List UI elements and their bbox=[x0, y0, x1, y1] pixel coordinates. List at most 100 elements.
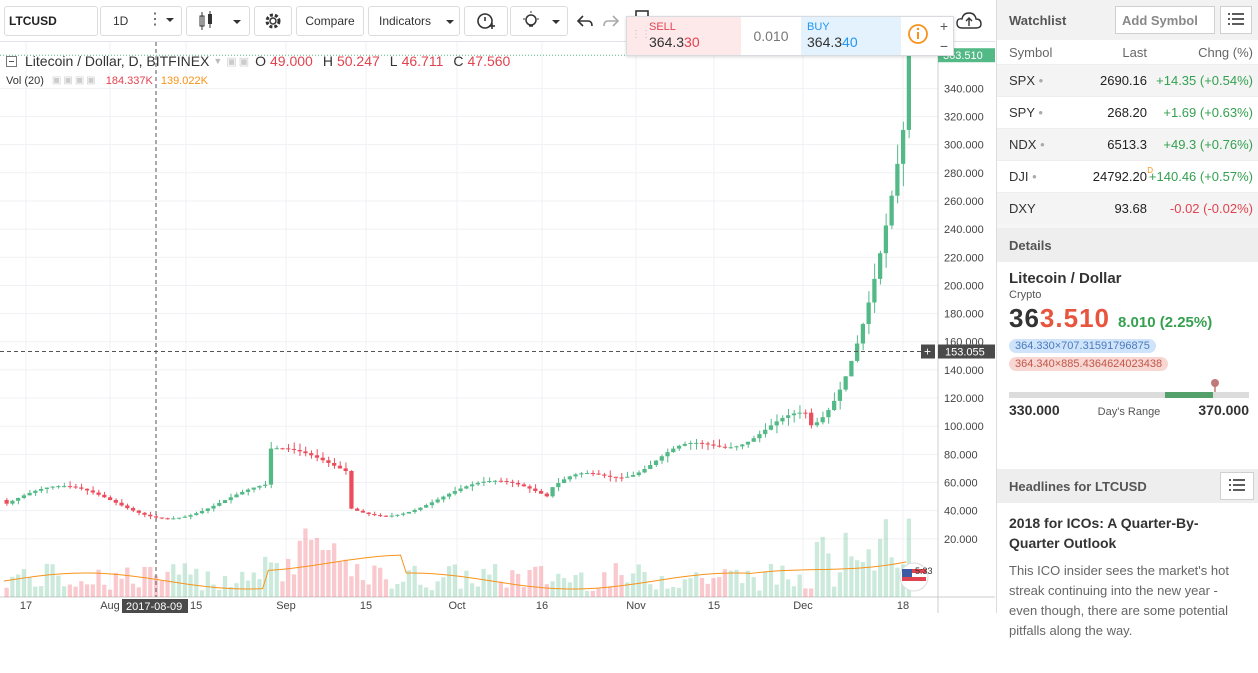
row-change: -0.02 (-0.02%) bbox=[1169, 201, 1253, 216]
days-range-bar bbox=[1009, 379, 1249, 398]
candle-body bbox=[291, 448, 297, 450]
candle-body bbox=[136, 510, 141, 513]
candle-body bbox=[774, 421, 779, 426]
candle-body bbox=[412, 509, 417, 512]
plus-icon[interactable]: + bbox=[924, 345, 931, 359]
time-axis-label: Aug bbox=[100, 600, 120, 612]
drag-handle-icon[interactable]: ⋮⋮ bbox=[631, 29, 651, 40]
col-last[interactable]: Last bbox=[1122, 44, 1147, 60]
list-icon bbox=[1229, 478, 1245, 494]
headlines-menu-button[interactable] bbox=[1220, 472, 1254, 500]
row-symbol: DJI • bbox=[997, 169, 1073, 184]
watchlist-row[interactable]: SPY • 268.20 +1.69 (+0.63%) bbox=[997, 96, 1258, 128]
bid-pill: 364.330×707.31591796875 bbox=[1009, 339, 1156, 353]
watchlist-rows: SPX • 2690.16 +14.35 (+0.54%) SPY • 268.… bbox=[997, 64, 1258, 224]
candle-body bbox=[171, 518, 176, 520]
candle-body bbox=[745, 441, 751, 445]
interval-selector[interactable]: 1D ⋮ bbox=[100, 6, 182, 36]
undo-button[interactable] bbox=[572, 6, 598, 36]
row-last: 2690.16 bbox=[1100, 73, 1147, 88]
volume-bar bbox=[61, 586, 67, 597]
chevron-down-icon[interactable] bbox=[232, 17, 242, 27]
col-symbol[interactable]: Symbol bbox=[1009, 44, 1053, 60]
candle-body bbox=[10, 500, 15, 504]
details-header[interactable]: Details bbox=[997, 228, 1258, 262]
volume-bar bbox=[113, 572, 118, 597]
info-button[interactable] bbox=[901, 17, 935, 55]
col-change[interactable]: Chng (%) bbox=[1198, 44, 1253, 60]
volume-bar bbox=[136, 587, 141, 597]
collapse-legend-icon[interactable] bbox=[6, 55, 17, 67]
crosshair-plus-button[interactable] bbox=[921, 344, 935, 359]
candle-body bbox=[349, 471, 354, 509]
candle-body bbox=[475, 482, 480, 485]
chevron-down-icon[interactable] bbox=[165, 15, 175, 25]
alert-menu-button[interactable] bbox=[510, 6, 568, 36]
indicators-label: Indicators bbox=[379, 14, 432, 28]
volume-bar bbox=[550, 581, 555, 597]
redo-button[interactable] bbox=[598, 6, 624, 36]
volume-bar bbox=[96, 569, 101, 597]
zoom-in-button[interactable]: + bbox=[939, 18, 949, 34]
legend-action-icons[interactable]: ▣▣ bbox=[226, 55, 252, 68]
candle-body bbox=[343, 468, 348, 472]
volume-bar bbox=[837, 572, 843, 597]
series-chevron-icon[interactable]: ▼ bbox=[213, 56, 223, 66]
volume-bar bbox=[757, 590, 762, 597]
volume-ma-value: 139.022K bbox=[160, 75, 208, 87]
volume-bar bbox=[309, 539, 314, 597]
settings-button[interactable] bbox=[254, 6, 292, 36]
candle-body bbox=[469, 484, 475, 487]
price-axis-label: 20.000 bbox=[944, 534, 978, 546]
watchlist-row[interactable]: DXY 93.68 -0.02 (-0.02%) bbox=[997, 192, 1258, 224]
volume-legend-icons[interactable]: ▣▣▣▣ bbox=[51, 75, 98, 86]
alert-button[interactable] bbox=[464, 6, 508, 36]
candle-body bbox=[424, 505, 429, 508]
last-price-main: 36 bbox=[1009, 303, 1040, 333]
sell-button[interactable]: ⋮⋮ SELL 364.330 bbox=[627, 17, 741, 55]
watchlist-row[interactable]: SPX • 2690.16 +14.35 (+0.54%) bbox=[997, 64, 1258, 96]
add-symbol-input[interactable]: Add Symbol bbox=[1115, 6, 1215, 34]
time-axis-label: 17 bbox=[20, 600, 32, 612]
volume-bar bbox=[665, 588, 670, 597]
watchlist-menu-button[interactable] bbox=[1220, 6, 1252, 34]
volume-bar bbox=[395, 583, 400, 597]
chart-pane[interactable]: 340.000 320.000 300.000 280.000 260.000 240.0… bbox=[0, 42, 995, 613]
days-range-labels: 330.000 Day's Range 370.000 bbox=[1009, 402, 1249, 418]
candle-body bbox=[159, 517, 164, 519]
volume-bar bbox=[268, 562, 274, 597]
more-dots-icon[interactable]: ⋮ bbox=[147, 11, 163, 28]
candle-body bbox=[855, 343, 860, 361]
candle-body bbox=[809, 412, 814, 426]
row-symbol: SPY • bbox=[997, 105, 1073, 120]
volume-bar bbox=[579, 572, 584, 597]
headline-title[interactable]: 2018 for ICOs: A Quarter-By-Quarter Outl… bbox=[1009, 515, 1199, 551]
chevron-down-icon[interactable] bbox=[445, 17, 455, 27]
chart-style-button[interactable] bbox=[186, 6, 250, 36]
symbol-search-input[interactable]: LTCUSD bbox=[4, 6, 98, 36]
candle-body bbox=[515, 482, 521, 485]
indicators-button[interactable]: Indicators bbox=[368, 6, 460, 36]
candle-body bbox=[498, 480, 503, 482]
session-time-label: 5:33 bbox=[915, 566, 933, 576]
info-icon bbox=[907, 23, 929, 50]
row-symbol-text: DXY bbox=[1009, 201, 1036, 216]
compare-button[interactable]: Compare bbox=[296, 6, 364, 36]
zoom-out-button[interactable]: − bbox=[939, 38, 949, 54]
days-range-fill bbox=[1165, 392, 1213, 398]
watchlist-row[interactable]: DJI • 24792.20 D +140.46 (+0.57%) bbox=[997, 160, 1258, 192]
buy-button[interactable]: BUY 364.340 bbox=[801, 17, 901, 55]
snapshot-button[interactable] bbox=[952, 6, 986, 36]
candle-body bbox=[234, 494, 239, 498]
candle-body bbox=[722, 446, 728, 448]
volume-bar bbox=[21, 569, 26, 597]
watchlist-row[interactable]: NDX • 6513.3 +49.3 (+0.76%) bbox=[997, 128, 1258, 160]
row-symbol: SPX • bbox=[997, 73, 1073, 88]
chevron-down-icon[interactable] bbox=[551, 17, 561, 27]
price-chart[interactable]: 340.000 320.000 300.000 280.000 260.000 240.0… bbox=[0, 42, 995, 613]
flag-canton bbox=[902, 569, 912, 577]
volume-bar bbox=[10, 576, 15, 597]
candle-body bbox=[383, 515, 389, 517]
candle-body bbox=[590, 473, 595, 475]
candle-body bbox=[309, 453, 314, 456]
